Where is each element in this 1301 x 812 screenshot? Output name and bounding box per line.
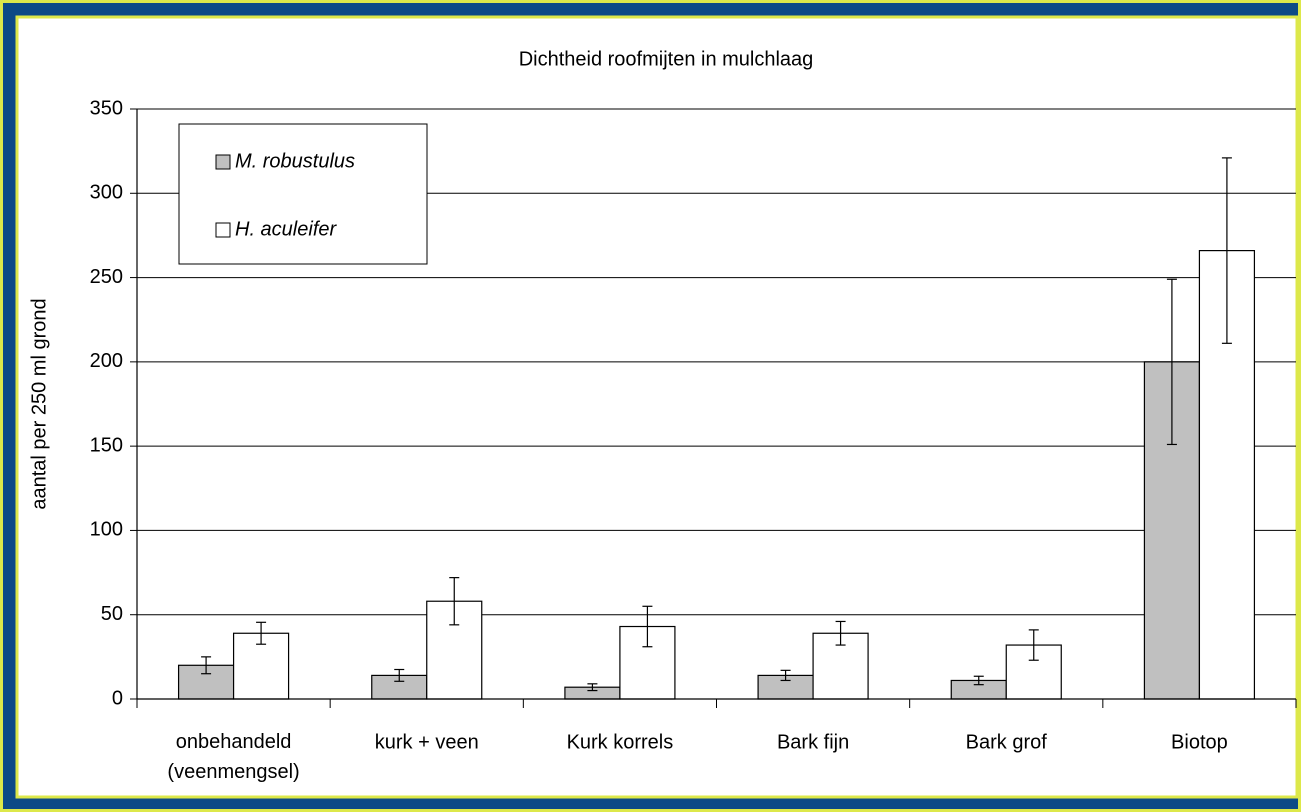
legend-swatch (215, 154, 231, 170)
x-tick-label: onbehandeld (veenmengsel) (167, 731, 299, 783)
x-tick-label: kurk + veen (375, 731, 479, 753)
x-tick-label: Bark grof (966, 731, 1048, 753)
legend-label: M. robustulus (235, 150, 355, 172)
error-bar (449, 577, 460, 626)
x-tick-label: Kurk korrels (567, 731, 674, 753)
y-tick-label: 250 (90, 266, 123, 288)
error-bar (835, 620, 846, 646)
error-bar (1166, 278, 1177, 446)
error-bar (201, 656, 212, 675)
y-tick-label: 0 (112, 687, 123, 709)
error-bar (642, 605, 653, 648)
error-bar (256, 621, 267, 645)
x-tick-label: Bark fijn (777, 731, 849, 753)
y-tick-label: 200 (90, 350, 123, 372)
error-bar (973, 675, 984, 686)
error-bar (1221, 157, 1232, 344)
chart-title: Dichtheid roofmijten in mulchlaag (519, 48, 814, 70)
x-tick-label-line: (veenmengsel) (167, 761, 299, 783)
x-tick-label-line: onbehandeld (176, 731, 292, 753)
y-tick-label: 100 (90, 519, 123, 541)
error-bar (1028, 629, 1039, 661)
y-tick-label: 300 (90, 182, 123, 204)
error-bar (394, 668, 405, 682)
y-axis-label: aantal per 250 ml grond (28, 298, 50, 509)
x-tick-label: Biotop (1171, 731, 1228, 753)
legend-label: H. aculeifer (235, 218, 337, 240)
y-tick-label: 150 (90, 434, 123, 456)
error-bar (780, 669, 791, 682)
error-bar (587, 683, 598, 692)
y-tick-label: 350 (90, 97, 123, 119)
legend (178, 123, 428, 265)
legend-swatch (215, 222, 231, 238)
y-tick-label: 50 (101, 603, 123, 625)
